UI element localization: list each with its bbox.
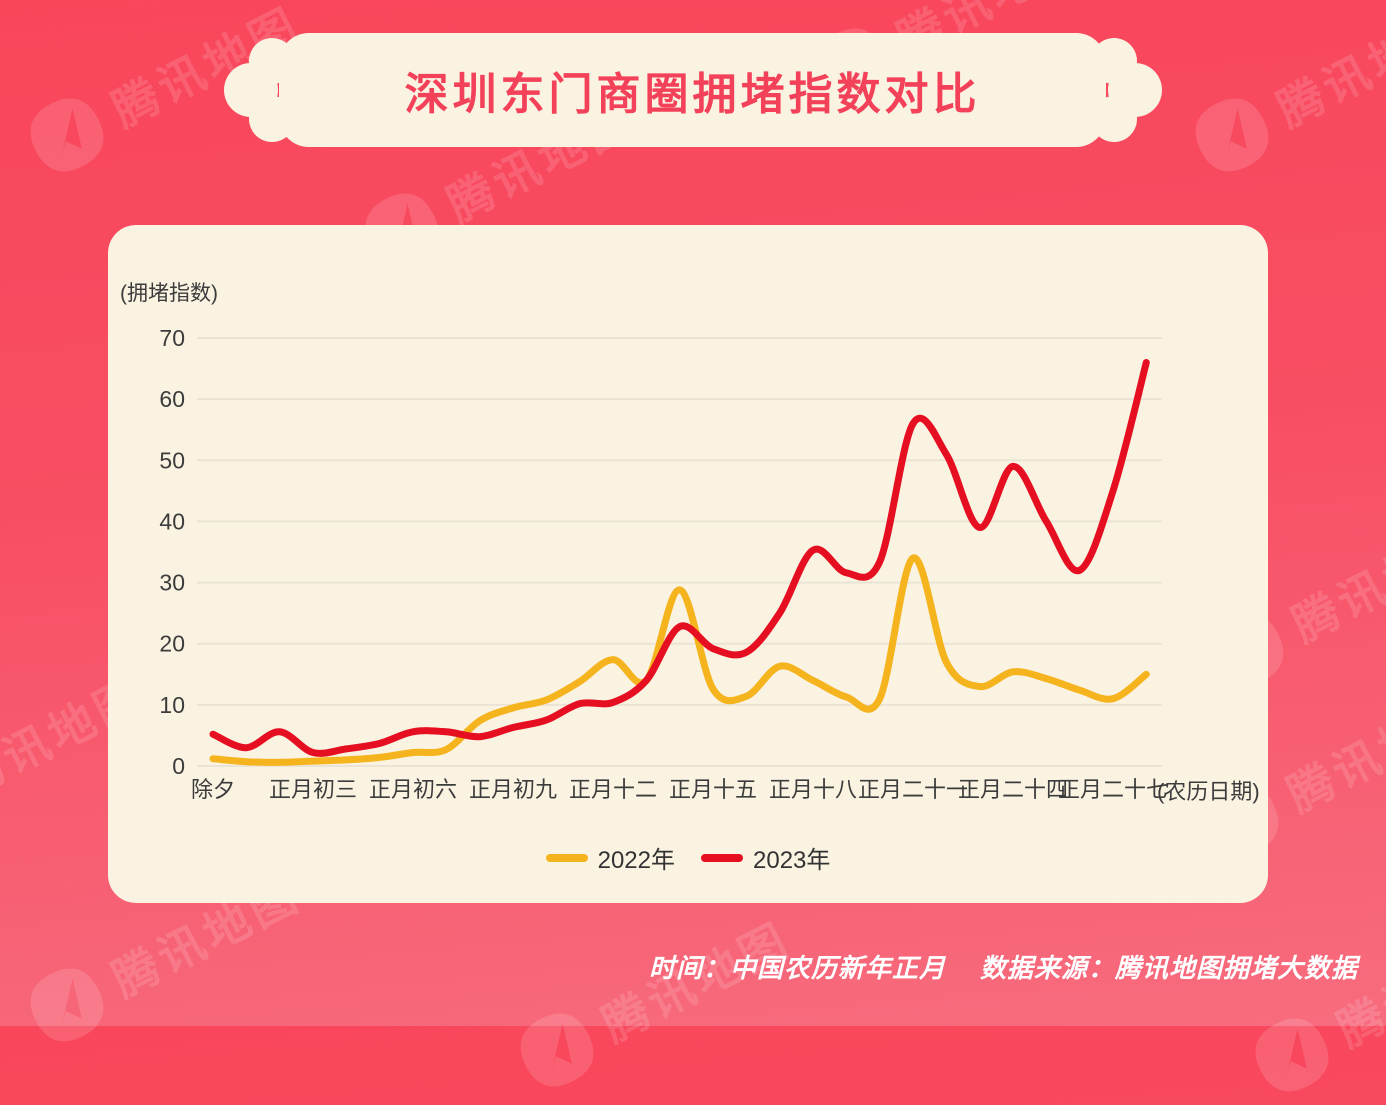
y-tick-label: 30	[159, 570, 185, 596]
infographic-page: { "title": "深圳东门商圈拥堵指数对比", "watermark": …	[0, 0, 1386, 1026]
legend-label: 2022年	[597, 847, 675, 874]
x-tick-label: 正月二十一	[858, 777, 968, 802]
title-banner: 深圳东门商圈拥堵指数对比	[279, 33, 1106, 147]
y-tick-label: 60	[159, 386, 185, 412]
x-tick-label: 除夕	[191, 777, 235, 802]
legend-item-2023年: 2023年	[701, 840, 830, 875]
x-tick-label: 正月初三	[269, 777, 357, 802]
tencent-map-logo-icon	[30, 968, 104, 1042]
y-tick-label: 70	[159, 325, 185, 351]
congestion-line-chart: 0 10 20 30 40 50 60 70 除夕 正月初三 正月初六 正月初九 正月十二 正月十五 正月十…	[159, 325, 1168, 802]
y-tick-label: 10	[159, 692, 185, 718]
watermark-unit: 腾讯地图	[507, 900, 803, 1099]
tencent-map-logo-icon	[1255, 1018, 1329, 1092]
watermark-text: 腾讯地图	[1278, 682, 1386, 822]
x-axis-unit-label: (农历日期)	[1157, 779, 1260, 804]
tencent-map-logo-icon	[520, 1013, 594, 1087]
x-tick-label: 正月十五	[669, 777, 757, 802]
y-tick-label: 50	[159, 447, 185, 473]
legend-swatch	[545, 853, 588, 862]
chart-title: 深圳东门商圈拥堵指数对比	[404, 70, 981, 119]
watermark-text: 腾讯地图	[1268, 0, 1386, 137]
footer-time-label: 时间：中国农历新年正月	[648, 953, 946, 983]
y-tick-label: 0	[172, 753, 185, 779]
watermark-text: 腾讯地图	[1283, 512, 1386, 652]
footer-note: 时间：中国农历新年正月 数据来源：腾讯地图拥堵大数据	[649, 948, 1358, 985]
x-tick-label: 正月十八	[769, 777, 857, 802]
footer-source-label: 数据来源：腾讯地图拥堵大数据	[979, 953, 1358, 983]
y-tick-label: 20	[159, 631, 185, 657]
x-tick-label: 正月十二	[569, 777, 657, 802]
tencent-map-logo-icon	[1195, 98, 1269, 172]
x-tick-label: 正月二十七	[1058, 777, 1168, 802]
x-tick-label: 正月二十四	[958, 777, 1068, 802]
series-line-2022年	[209, 554, 1150, 766]
tencent-map-logo-icon	[30, 98, 104, 172]
legend-swatch	[701, 853, 743, 862]
chart-card: 0 10 20 30 40 50 60 70 除夕 正月初三 正月初六 正月初九 正月十二 正月十五 正月十…	[108, 225, 1268, 903]
x-tick-label: 正月初六	[369, 777, 457, 802]
x-tick-label: 正月初九	[469, 777, 557, 802]
legend-label: 2023年	[753, 847, 831, 874]
watermark-unit: 腾讯地图	[1242, 905, 1386, 1104]
watermark-unit: 腾讯地图	[1182, 0, 1386, 185]
chart-legend: 2022年 2023年	[108, 840, 1268, 875]
legend-item-2022年: 2022年	[545, 840, 675, 875]
y-axis-unit-label: (拥堵指数)	[120, 282, 218, 305]
y-tick-label: 40	[159, 508, 185, 534]
series-line-2023年	[209, 359, 1150, 757]
